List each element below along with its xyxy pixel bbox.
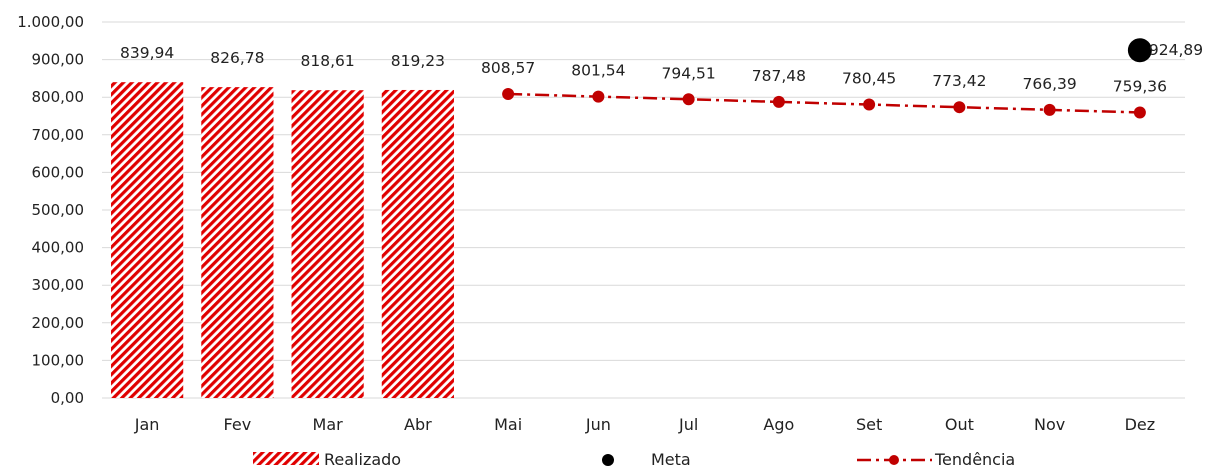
line-tendencia xyxy=(502,87,1146,119)
bar-realizado xyxy=(111,82,184,398)
y-tick-label: 800,00 xyxy=(32,88,85,106)
point-tendencia xyxy=(863,98,876,111)
y-tick-label: 1.000,00 xyxy=(17,13,84,31)
y-tick-label: 500,00 xyxy=(32,201,85,219)
legend-marker-tendencia xyxy=(889,455,899,465)
line-tendencia-path xyxy=(508,92,1140,114)
legend-label-tendencia: Tendência xyxy=(934,450,1015,469)
x-tick-label: Dez xyxy=(1125,415,1156,434)
point-tendencia xyxy=(772,95,785,108)
legend-swatch-realizado xyxy=(253,452,319,465)
x-tick-label: Mar xyxy=(313,415,344,434)
data-label-meta: 924,89 xyxy=(1149,41,1203,59)
legend-item-realizado[interactable]: Realizado xyxy=(253,450,401,469)
points-meta xyxy=(1127,38,1152,63)
data-label-realizado: 839,94 xyxy=(120,44,174,62)
data-labels: 839,94 826,78 818,61 819,23 808,57 801,54 794,… xyxy=(120,41,1203,95)
x-tick-label: Jan xyxy=(134,415,160,434)
bar-realizado xyxy=(381,89,454,399)
x-tick-label: Ago xyxy=(763,415,794,434)
legend-item-meta[interactable]: Meta xyxy=(602,450,691,469)
data-label-realizado: 819,23 xyxy=(391,52,445,70)
data-label-tendencia: 794,51 xyxy=(662,64,716,82)
data-label-tendencia: 801,54 xyxy=(571,62,625,80)
y-tick-label: 100,00 xyxy=(32,351,85,369)
y-tick-label: 200,00 xyxy=(32,314,85,332)
data-label-tendencia: 759,36 xyxy=(1113,77,1167,95)
bars-realizado xyxy=(111,82,454,399)
point-tendencia xyxy=(682,93,695,106)
point-tendencia xyxy=(1043,103,1056,116)
legend-swatch-meta xyxy=(602,454,614,466)
data-label-realizado: 826,78 xyxy=(210,49,264,67)
point-tendencia xyxy=(592,90,605,103)
point-meta xyxy=(1127,38,1152,63)
x-tick-label: Nov xyxy=(1034,415,1065,434)
x-tick-label: Jun xyxy=(585,415,611,434)
bar-realizado xyxy=(291,90,364,398)
bar-realizado xyxy=(201,87,274,398)
x-tick-label: Abr xyxy=(404,415,432,434)
point-tendencia xyxy=(1133,106,1146,119)
x-tick-label: Out xyxy=(945,415,974,434)
y-tick-label: 700,00 xyxy=(32,126,85,144)
data-label-realizado: 818,61 xyxy=(301,52,355,70)
data-label-tendencia: 780,45 xyxy=(842,70,896,88)
y-tick-label: 900,00 xyxy=(32,51,85,69)
x-tick-label: Jul xyxy=(678,415,698,434)
point-tendencia xyxy=(502,87,515,100)
point-tendencia xyxy=(953,101,966,114)
data-label-tendencia: 773,42 xyxy=(932,72,986,90)
data-label-tendencia: 808,57 xyxy=(481,59,535,77)
y-tick-label: 600,00 xyxy=(32,163,85,181)
legend-label-meta: Meta xyxy=(651,450,691,469)
x-tick-label: Mai xyxy=(494,415,522,434)
x-tick-label: Set xyxy=(856,415,882,434)
data-label-tendencia: 787,48 xyxy=(752,67,806,85)
x-tick-label: Fev xyxy=(224,415,252,434)
legend-item-tendencia[interactable]: Tendência xyxy=(857,450,1015,469)
x-axis-ticks: Jan Fev Mar Abr Mai Jun Jul Ago Set Out Nov Dez xyxy=(134,415,1155,434)
y-tick-label: 0,00 xyxy=(51,389,84,407)
legend: Realizado Meta Tendência xyxy=(253,450,1015,469)
y-tick-label: 400,00 xyxy=(32,239,85,257)
y-tick-label: 300,00 xyxy=(32,276,85,294)
legend-label-realizado: Realizado xyxy=(324,450,401,469)
data-label-tendencia: 766,39 xyxy=(1023,75,1077,93)
y-axis-ticks: 0,00 100,00 200,00 300,00 400,00 500,00 600,00… xyxy=(17,13,84,407)
